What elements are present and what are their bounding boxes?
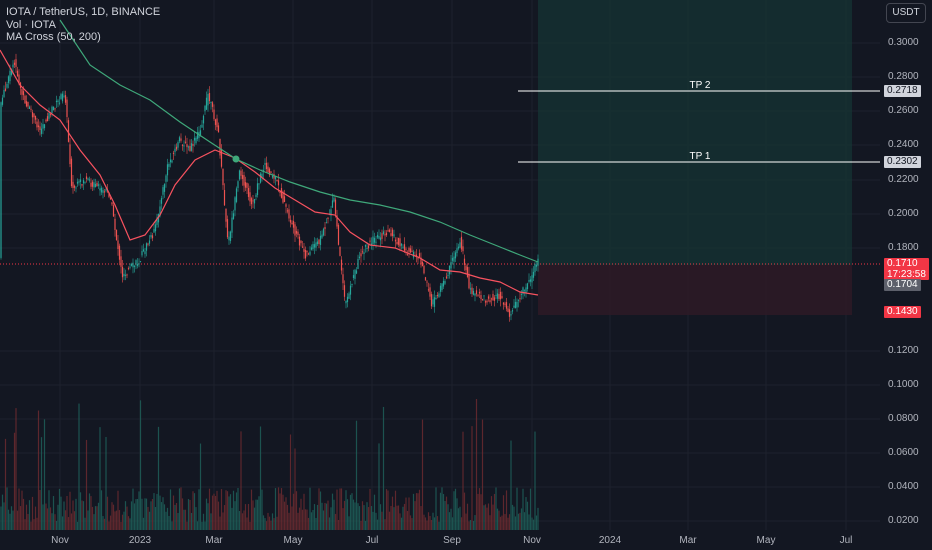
tp1-price-tag: 0.2302 <box>884 156 921 168</box>
time-axis-label: 2023 <box>128 535 152 546</box>
time-axis-label: Jul <box>839 535 853 546</box>
price-axis-label: 0.1200 <box>888 345 919 356</box>
current-price-tag: 0.1710 17:23:58 <box>884 258 929 280</box>
tp2-price-tag: 0.2718 <box>884 85 921 97</box>
chart-legend: IOTA / TetherUS, 1D, BINANCE Vol · IOTA … <box>6 6 160 44</box>
stop-loss-price-tag: 0.1430 <box>884 306 921 318</box>
current-price-value: 0.1710 <box>887 258 918 269</box>
price-axis-label: 0.0200 <box>888 515 919 526</box>
stop-zone <box>538 265 852 315</box>
ma-cross-legend[interactable]: MA Cross (50, 200) <box>6 31 101 43</box>
ma-50-line <box>0 49 539 296</box>
price-axis-label: 0.2000 <box>888 208 919 219</box>
time-axis-label: Nov <box>523 535 541 546</box>
time-axis-label: Nov <box>51 535 69 546</box>
time-axis-label: Mar <box>679 535 697 546</box>
currency-button[interactable]: USDT <box>886 3 926 23</box>
target-zone <box>538 0 852 265</box>
price-axis-label: 0.2800 <box>888 71 919 82</box>
price-axis-label: 0.2200 <box>888 174 919 185</box>
volume-bars <box>0 399 539 530</box>
ma-cross-marker <box>232 155 240 163</box>
time-axis-label: 2024 <box>598 535 622 546</box>
price-axis-label: 0.0400 <box>888 481 919 492</box>
time-axis-label: Mar <box>205 535 223 546</box>
price-axis-label: 0.0600 <box>888 447 919 458</box>
price-axis-label: 0.0800 <box>888 413 919 424</box>
price-axis-label: 0.1000 <box>888 379 919 390</box>
symbol-title[interactable]: IOTA / TetherUS, 1D, BINANCE <box>6 6 161 18</box>
price-axis-label: 0.2400 <box>888 139 919 150</box>
tp2-label: TP 2 <box>689 80 711 91</box>
time-axis-label: May <box>283 535 303 546</box>
price-axis-label: 0.2600 <box>888 105 919 116</box>
time-axis-label: Sep <box>443 535 461 546</box>
ma-price-tag: 0.1704 <box>884 279 921 291</box>
ma-200-line <box>59 19 539 263</box>
time-axis-label: May <box>756 535 776 546</box>
price-axis-label: 0.1800 <box>888 242 919 253</box>
volume-legend[interactable]: Vol · IOTA <box>6 18 56 31</box>
price-axis-label: 0.3000 <box>888 37 919 48</box>
time-axis-label: Jul <box>365 535 379 546</box>
tp1-label: TP 1 <box>689 151 711 162</box>
candlesticks <box>0 53 539 322</box>
bar-countdown: 17:23:58 <box>887 269 926 280</box>
